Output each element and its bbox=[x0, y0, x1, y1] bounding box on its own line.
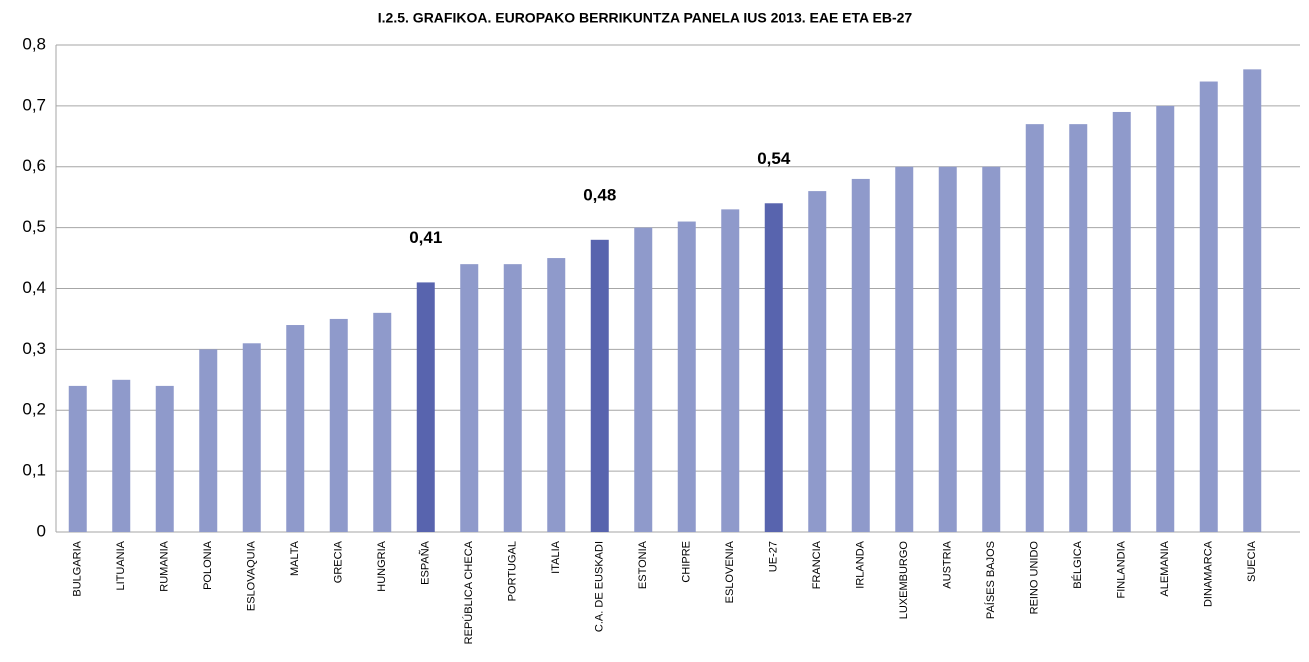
bar bbox=[242, 343, 261, 532]
bar bbox=[286, 325, 305, 532]
bar bbox=[895, 166, 914, 532]
x-tick-label: BULGARIA bbox=[72, 540, 84, 596]
x-tick-label: GRECIA bbox=[333, 540, 345, 583]
bar bbox=[155, 385, 174, 532]
x-tick-label: HUNGRIA bbox=[376, 540, 388, 591]
bar bbox=[547, 258, 566, 532]
bar bbox=[503, 264, 522, 532]
x-tick-label: ESLOVENIA bbox=[724, 540, 736, 603]
y-tick-label: 0,2 bbox=[22, 400, 46, 419]
x-tick-label: IRLANDA bbox=[855, 540, 867, 588]
x-tick-label: ITALIA bbox=[550, 540, 562, 573]
bar bbox=[1025, 124, 1044, 532]
x-tick-label: REPÚBLICA CHECA bbox=[462, 540, 475, 644]
x-tick-label: AUSTRIA bbox=[942, 540, 954, 588]
bar bbox=[112, 379, 131, 532]
y-tick-label: 0,8 bbox=[22, 34, 46, 53]
x-tick-label: CHIPRE bbox=[681, 541, 693, 583]
x-tick-label: DINAMARCA bbox=[1203, 540, 1215, 607]
x-tick-label: SUECIA bbox=[1246, 540, 1258, 582]
x-tick-label: UE-27 bbox=[768, 541, 780, 572]
bar bbox=[1112, 111, 1131, 533]
data-label: 0,54 bbox=[757, 149, 791, 168]
y-tick-label: 0,6 bbox=[22, 156, 46, 175]
data-label: 0,41 bbox=[409, 228, 442, 247]
x-tick-label: PAÍSES BAJOS bbox=[984, 541, 997, 619]
y-tick-label: 0,5 bbox=[22, 217, 46, 236]
bar bbox=[634, 227, 653, 532]
x-tick-label: C.A. DE EUSKADI bbox=[594, 541, 606, 632]
x-tick-label: BÉLGICA bbox=[1071, 540, 1084, 588]
x-tick-label: LUXEMBURGO bbox=[898, 541, 910, 620]
bar bbox=[460, 264, 479, 532]
bar bbox=[808, 191, 827, 532]
bar bbox=[982, 166, 1001, 532]
x-tick-label: FINLANDIA bbox=[1116, 540, 1128, 598]
x-tick-label: POLONIA bbox=[202, 540, 214, 590]
y-tick-label: 0,4 bbox=[22, 278, 46, 297]
x-tick-label: ESPAÑA bbox=[419, 540, 432, 584]
bar bbox=[1243, 69, 1262, 532]
bar bbox=[1199, 81, 1218, 533]
y-tick-label: 0,1 bbox=[22, 461, 46, 480]
bar bbox=[1156, 105, 1175, 532]
x-tick-label: RUMANIA bbox=[159, 540, 171, 591]
bar bbox=[938, 166, 957, 532]
y-tick-label: 0,3 bbox=[22, 339, 46, 358]
x-tick-label: REINO UNIDO bbox=[1029, 541, 1041, 615]
y-tick-label: 0,7 bbox=[22, 95, 46, 114]
bar bbox=[590, 239, 609, 533]
x-tick-label: ESTONIA bbox=[637, 540, 649, 589]
data-label: 0,48 bbox=[583, 185, 616, 204]
bar bbox=[721, 209, 740, 533]
bar bbox=[68, 385, 87, 532]
chart-title: I.2.5. GRAFIKOA. EUROPAKO BERRIKUNTZA PA… bbox=[378, 10, 913, 26]
x-tick-label: ALEMANIA bbox=[1159, 540, 1171, 596]
bar bbox=[764, 203, 783, 532]
bar bbox=[416, 282, 435, 532]
x-tick-label: PORTUGAL bbox=[507, 541, 519, 601]
x-tick-label: MALTA bbox=[289, 540, 301, 576]
bar bbox=[329, 318, 348, 532]
bar bbox=[199, 349, 218, 532]
bar bbox=[851, 178, 870, 533]
bar bbox=[677, 221, 696, 532]
y-tick-label: 0 bbox=[37, 521, 46, 540]
bar bbox=[1069, 124, 1088, 532]
x-tick-label: LITUANIA bbox=[115, 540, 127, 590]
x-tick-label: FRANCIA bbox=[811, 540, 823, 589]
x-tick-label: ESLOVAQUIA bbox=[246, 540, 258, 611]
bar bbox=[373, 312, 392, 532]
